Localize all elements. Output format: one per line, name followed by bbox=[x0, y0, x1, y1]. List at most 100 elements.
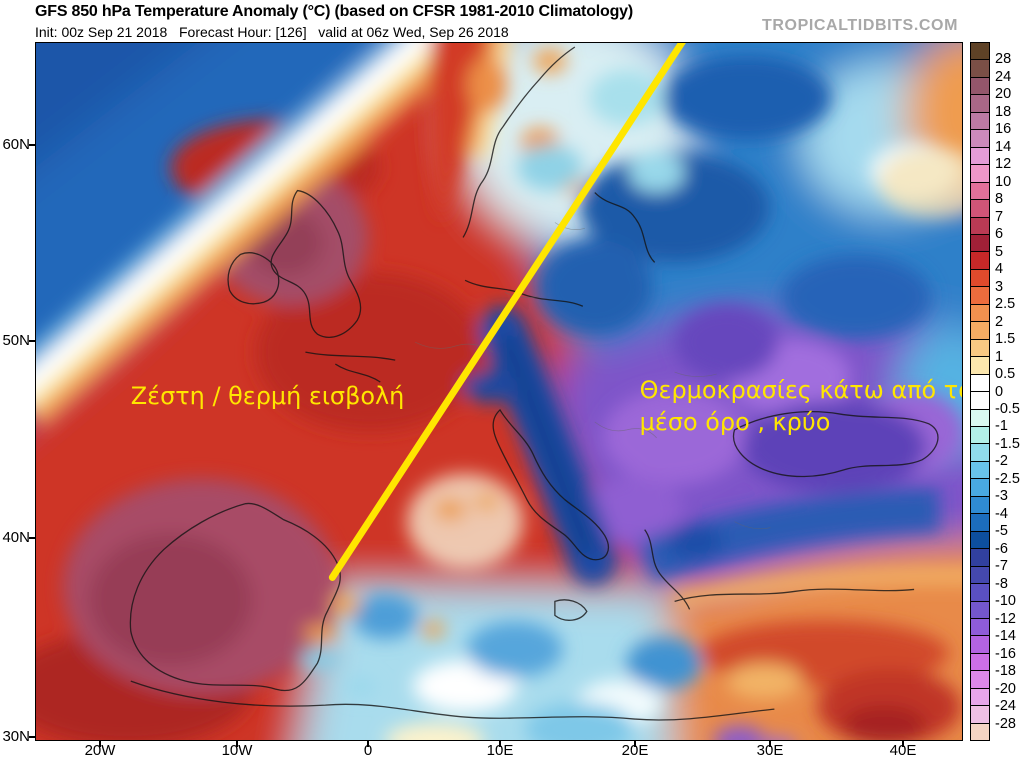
colorbar-label: -0.5 bbox=[995, 400, 1020, 417]
colorbar-label: -7 bbox=[995, 558, 1008, 575]
colorbar-label: 24 bbox=[995, 68, 1012, 85]
colorbar-segment bbox=[971, 356, 989, 374]
colorbar-label: 2.5 bbox=[995, 296, 1016, 313]
lat-label-60n: 60N bbox=[2, 136, 30, 153]
colorbar-segment bbox=[971, 722, 989, 741]
colorbar-label: 12 bbox=[995, 156, 1012, 173]
lat-tick bbox=[29, 537, 35, 539]
colorbar-segment bbox=[971, 373, 989, 392]
colorbar-segment bbox=[971, 670, 989, 688]
colorbar-label: 16 bbox=[995, 121, 1012, 138]
colorbar-segment bbox=[971, 251, 989, 269]
colorbar-segment bbox=[971, 495, 989, 514]
cold-annotation-line2: μέσο όρο , κρύο bbox=[640, 408, 831, 436]
lat-label-30n: 30N bbox=[2, 728, 30, 745]
colorbar-label: -20 bbox=[995, 680, 1016, 697]
colorbar-segment bbox=[971, 76, 989, 95]
lon-label-10w: 10W bbox=[221, 742, 253, 759]
colorbar-label: -1 bbox=[995, 418, 1008, 435]
colorbar-label: -3 bbox=[995, 488, 1008, 505]
temperature-field-detail bbox=[36, 43, 962, 740]
colorbar-label: -10 bbox=[995, 593, 1016, 610]
colorbar-segment bbox=[971, 164, 989, 182]
lon-tick bbox=[99, 741, 101, 747]
colorbar-segment bbox=[971, 583, 989, 601]
map-area: Ζέστη / θερμή εισβολή Θερμοκρασίες κάτω … bbox=[35, 42, 963, 741]
colorbar-segment bbox=[971, 111, 989, 130]
page-title: GFS 850 hPa Temperature Anomaly (°C) (ba… bbox=[35, 3, 633, 20]
colorbar-segment bbox=[971, 443, 989, 461]
colorbar-label: -16 bbox=[995, 645, 1016, 662]
colorbar-label: 4 bbox=[995, 261, 1004, 278]
coastlines bbox=[129, 46, 939, 721]
lon-label-40e: 40E bbox=[889, 742, 917, 759]
colorbar-segment bbox=[971, 478, 989, 496]
colorbar-label: 8 bbox=[995, 191, 1004, 208]
colorbar-segment bbox=[971, 129, 989, 147]
colorbar-segment bbox=[971, 94, 989, 112]
colorbar-segment bbox=[971, 303, 989, 322]
watermark: TROPICALTIDBITS.COM bbox=[762, 17, 958, 34]
colorbar-label: 1.5 bbox=[995, 331, 1016, 348]
lon-label-20e: 20E bbox=[621, 742, 649, 759]
front-line bbox=[328, 43, 686, 581]
colorbar-segment bbox=[971, 321, 989, 339]
cold-annotation-line1: Θερμοκρασίες κάτω από το bbox=[640, 376, 962, 404]
annotations: Ζέστη / θερμή εισβολή Θερμοκρασίες κάτω … bbox=[131, 43, 962, 581]
colorbar-segment bbox=[971, 635, 989, 653]
colorbar-label: 0.5 bbox=[995, 366, 1016, 383]
lon-tick bbox=[902, 741, 904, 747]
colorbar-label: 20 bbox=[995, 86, 1012, 103]
colorbar-segment bbox=[971, 391, 989, 409]
colorbar-segment bbox=[971, 43, 989, 60]
colorbar-labels: 28 24 20 18 16 14 12 10 8 7 6 5 4 3 2.5 2 1.5 1 0.5 0 -0.5 -1… bbox=[995, 42, 1024, 741]
colorbar-label: -18 bbox=[995, 663, 1016, 680]
colorbar-segment bbox=[971, 617, 989, 636]
colorbar-label: -2.5 bbox=[995, 470, 1020, 487]
colorbar-label: 28 bbox=[995, 51, 1012, 68]
colorbar-segment bbox=[971, 59, 989, 77]
colorbar-label: 10 bbox=[995, 173, 1012, 190]
colorbar-label: -6 bbox=[995, 540, 1008, 557]
lon-label-0: 0 bbox=[363, 742, 373, 759]
colorbar-segment bbox=[971, 286, 989, 304]
colorbar-label: 7 bbox=[995, 208, 1004, 225]
colorbar-segment bbox=[971, 199, 989, 217]
run-info: Init: 00z Sep 21 2018 Forecast Hour: [12… bbox=[35, 24, 509, 40]
colorbar-segment bbox=[971, 548, 989, 566]
lat-label-50n: 50N bbox=[2, 332, 30, 349]
colorbar-segment bbox=[971, 652, 989, 671]
colorbar-segment bbox=[971, 705, 989, 723]
warm-annotation-text: Ζέστη / θερμή εισβολή bbox=[131, 382, 405, 410]
colorbar bbox=[970, 42, 990, 741]
lon-label-20w: 20W bbox=[84, 742, 116, 759]
colorbar-segment bbox=[971, 216, 989, 234]
lat-label-40n: 40N bbox=[2, 529, 30, 546]
colorbar-label: 14 bbox=[995, 138, 1012, 155]
colorbar-label: 5 bbox=[995, 243, 1004, 260]
colorbar-segment bbox=[971, 460, 989, 479]
colorbar-label: -24 bbox=[995, 698, 1016, 715]
colorbar-label: 3 bbox=[995, 278, 1004, 295]
lat-tick bbox=[29, 144, 35, 146]
lon-label-30e: 30E bbox=[756, 742, 784, 759]
colorbar-label: 2 bbox=[995, 313, 1004, 330]
lon-tick bbox=[634, 741, 636, 747]
lon-tick bbox=[236, 741, 238, 747]
colorbar-segment bbox=[971, 425, 989, 444]
colorbar-segment bbox=[971, 530, 989, 549]
colorbar-label: -14 bbox=[995, 628, 1016, 645]
colorbar-segment bbox=[971, 181, 989, 200]
colorbar-label: -2 bbox=[995, 453, 1008, 470]
colorbar-label: 18 bbox=[995, 103, 1012, 120]
lon-label-10e: 10E bbox=[486, 742, 514, 759]
colorbar-segment bbox=[971, 408, 989, 426]
colorbar-segment bbox=[971, 146, 989, 165]
colorbar-label: -12 bbox=[995, 610, 1016, 627]
colorbar-label: -5 bbox=[995, 523, 1008, 540]
colorbar-label: 0 bbox=[995, 383, 1004, 400]
lat-tick bbox=[29, 340, 35, 342]
colorbar-segment bbox=[971, 565, 989, 584]
colorbar-segment bbox=[971, 513, 989, 531]
colorbar-label: 6 bbox=[995, 226, 1004, 243]
